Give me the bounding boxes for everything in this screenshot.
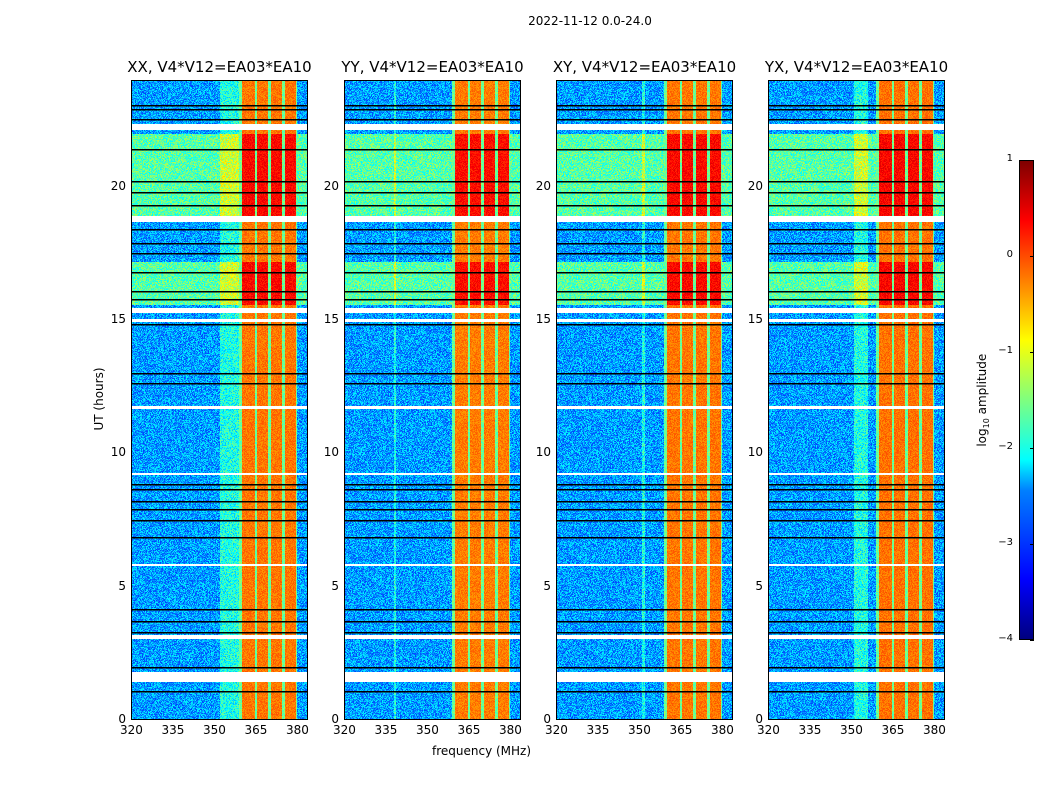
y-tick-label: 15: [747, 312, 763, 326]
y-tick-label: 5: [118, 578, 126, 593]
x-tick-label: 350: [839, 723, 863, 737]
colorbar-tick-mark: [1030, 448, 1034, 449]
colorbar-label: log10 amplitude: [974, 353, 992, 447]
heatmap-xx: [131, 80, 308, 720]
x-tick-label: 335: [798, 723, 822, 737]
panel-title: XX, V4*V12=EA03*EA10: [127, 58, 312, 76]
x-axis-label: frequency (MHz): [432, 744, 532, 758]
y-tick-label: 0: [755, 712, 763, 726]
y-tick-label: 20: [535, 178, 551, 193]
y-tick-label: 5: [331, 578, 339, 593]
y-tick-label: 20: [747, 178, 763, 193]
panel-title: YY, V4*V12=EA03*EA10: [341, 58, 524, 76]
x-tick-label: 380: [922, 723, 946, 737]
x-tick-label: 335: [374, 723, 398, 737]
panel-title: XY, V4*V12=EA03*EA10: [552, 58, 737, 76]
y-tick-label: 20: [110, 178, 126, 193]
colorbar-tick-label: 1: [1006, 153, 1013, 164]
colorbar-tick-mark: [1030, 256, 1034, 257]
y-tick-label: 10: [535, 445, 551, 460]
colorbar-tick-mark: [1030, 160, 1034, 161]
x-tick-label: 380: [498, 723, 522, 737]
y-tick-label: 0: [543, 712, 551, 726]
colorbar-tick-label: −3: [998, 537, 1013, 548]
y-tick-label: 10: [747, 445, 763, 460]
x-tick-label: 365: [244, 723, 268, 737]
colorbar-tick-label: 0: [1006, 249, 1013, 260]
x-tick-label: 365: [881, 723, 905, 737]
y-axis-label: UT (hours): [92, 367, 106, 431]
x-tick-label: 350: [202, 723, 226, 737]
heatmap-xy: [556, 80, 733, 720]
y-tick-label: 5: [755, 578, 763, 593]
y-tick-label: 20: [323, 178, 339, 193]
y-tick-label: 10: [323, 445, 339, 460]
colorbar: [1019, 160, 1034, 640]
x-tick-label: 320: [545, 723, 568, 737]
colorbar-tick-label: −1: [998, 345, 1013, 356]
x-tick-label: 335: [586, 723, 610, 737]
y-tick-label: 0: [331, 712, 339, 726]
x-tick-label: 350: [627, 723, 651, 737]
x-tick-label: 320: [333, 723, 356, 737]
colorbar-tick-mark: [1030, 352, 1034, 353]
y-tick-label: 5: [543, 578, 551, 593]
x-tick-label: 335: [161, 723, 185, 737]
x-tick-label: 365: [457, 723, 481, 737]
y-tick-label: 15: [535, 312, 551, 326]
heatmap-yy: [344, 80, 521, 720]
y-tick-label: 0: [118, 712, 126, 726]
colorbar-tick-label: −2: [998, 441, 1013, 452]
y-tick-label: 15: [323, 312, 339, 326]
heatmap-yx: [768, 80, 945, 720]
x-tick-label: 320: [120, 723, 143, 737]
y-tick-label: 10: [110, 445, 126, 460]
colorbar-tick-label: −4: [998, 633, 1013, 644]
figure-title: 2022-11-12 0.0-24.0: [528, 14, 652, 28]
x-tick-label: 320: [757, 723, 780, 737]
panel-title: YX, V4*V12=EA03*EA10: [764, 58, 949, 76]
x-tick-label: 380: [285, 723, 309, 737]
colorbar-tick-mark: [1030, 640, 1034, 641]
x-tick-label: 365: [669, 723, 693, 737]
x-tick-label: 350: [415, 723, 439, 737]
x-tick-label: 380: [710, 723, 734, 737]
y-tick-label: 15: [110, 312, 126, 326]
colorbar-tick-mark: [1030, 544, 1034, 545]
